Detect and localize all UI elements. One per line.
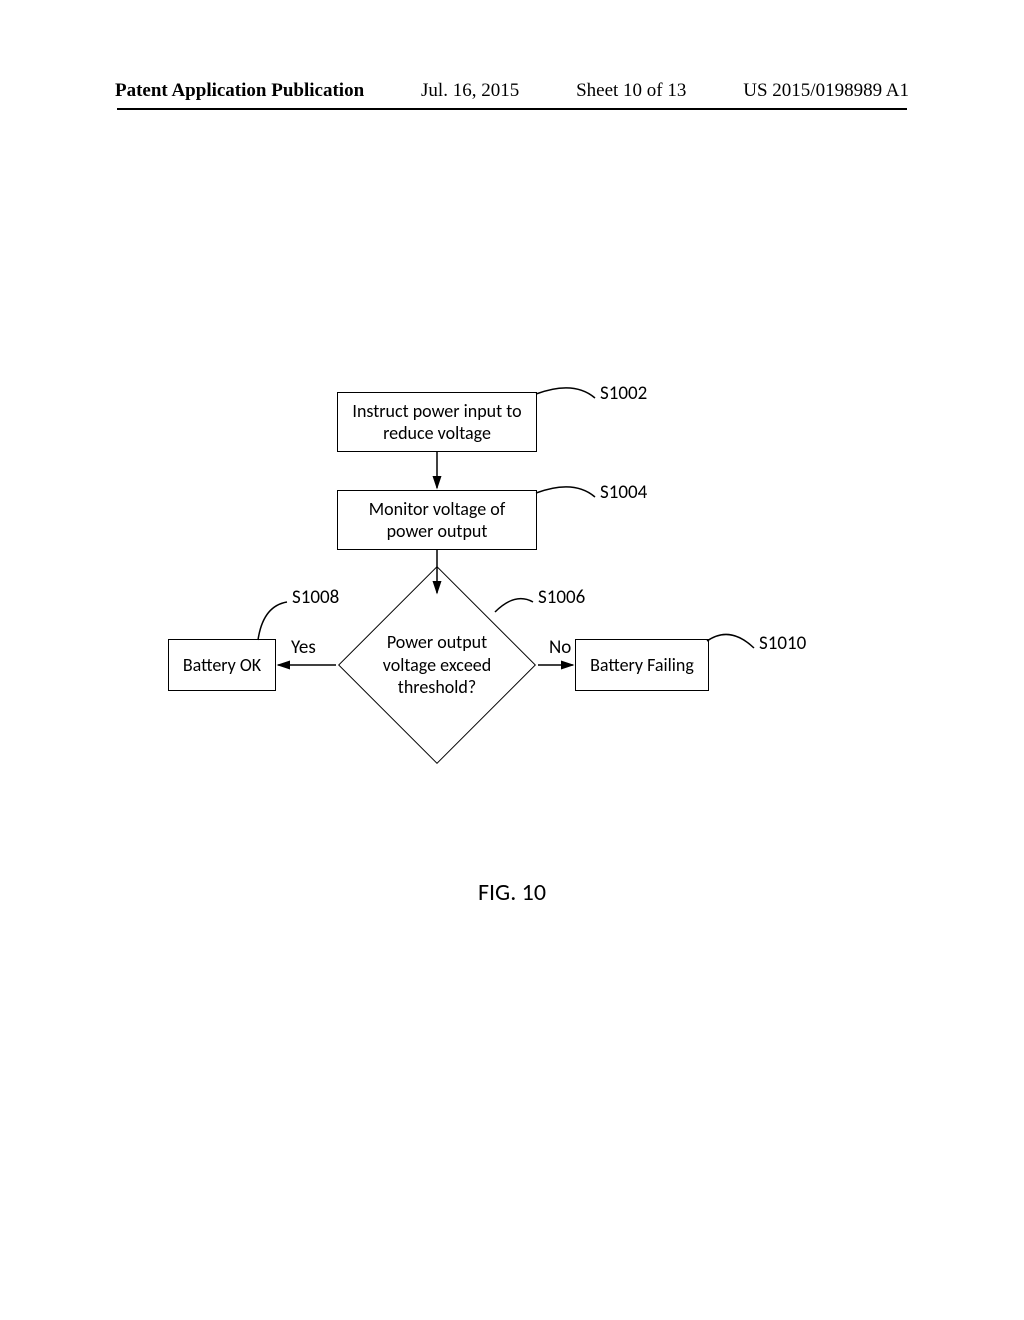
header-pub-number: US 2015/0198989 A1 — [743, 80, 909, 102]
ref-s1004: S1004 — [600, 481, 647, 504]
flow-box-instruct: Instruct power input to reduce voltage — [337, 392, 537, 452]
ref-s1002: S1002 — [600, 382, 647, 405]
flow-box-battery-failing: Battery Failing — [575, 639, 709, 691]
leader-s1010 — [707, 634, 754, 648]
flow-box-instruct-text: Instruct power input to reduce voltage — [346, 400, 528, 445]
leader-s1002 — [536, 388, 595, 398]
edge-label-no: No — [549, 636, 571, 659]
ref-s1008: S1008 — [292, 586, 339, 609]
ref-s1010: S1010 — [759, 632, 806, 655]
header-sheet: Sheet 10 of 13 — [576, 80, 686, 102]
flow-box-monitor-text: Monitor voltage of power output — [346, 498, 528, 543]
flow-decision-shape — [338, 566, 536, 764]
flow-box-battery-ok: Battery OK — [168, 639, 276, 691]
flow-box-monitor: Monitor voltage of power output — [337, 490, 537, 550]
header-rule — [117, 108, 907, 110]
figure-caption: FIG. 10 — [0, 878, 1024, 907]
flow-decision: Power output voltage exceed threshold? — [327, 577, 547, 753]
header-date: Jul. 16, 2015 — [421, 80, 519, 102]
flow-box-battery-failing-text: Battery Failing — [590, 654, 694, 677]
leader-s1008 — [258, 602, 287, 640]
header-left: Patent Application Publication — [115, 80, 364, 102]
ref-s1006: S1006 — [538, 586, 585, 609]
edge-label-yes: Yes — [291, 636, 316, 659]
flow-box-battery-ok-text: Battery OK — [183, 654, 261, 677]
leader-s1004 — [536, 487, 595, 497]
